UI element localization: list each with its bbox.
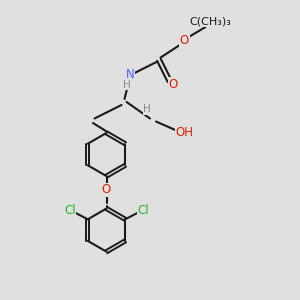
Text: O: O [102, 183, 111, 196]
Text: N: N [126, 68, 135, 82]
Text: Cl: Cl [137, 204, 149, 218]
Text: C(CH₃)₃: C(CH₃)₃ [189, 16, 231, 26]
Text: Cl: Cl [64, 204, 76, 218]
Text: OH: OH [176, 125, 194, 139]
Text: O: O [180, 34, 189, 47]
Text: H: H [123, 80, 131, 90]
Text: O: O [169, 77, 178, 91]
Text: H: H [143, 104, 151, 115]
